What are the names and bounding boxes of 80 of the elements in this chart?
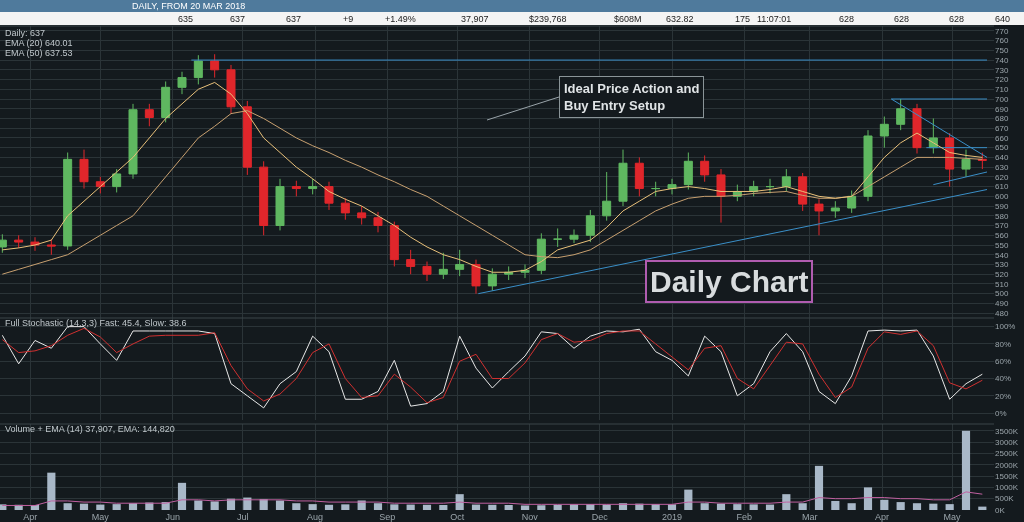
y-tick-label: 730	[995, 65, 1009, 75]
x-tick-label: Feb	[736, 512, 753, 522]
y-tick-label: 2000K	[995, 460, 1019, 470]
annotation: EMA (20) 640.01	[5, 38, 73, 48]
y-tick-label: 750	[995, 46, 1009, 56]
x-tick-label: Dec	[591, 512, 609, 522]
y-tick-label: 500K	[995, 494, 1015, 504]
y-tick-label: 760	[995, 36, 1009, 46]
text: 11:07:01	[757, 14, 792, 24]
text: 635	[178, 14, 194, 24]
y-tick-label: 620	[995, 172, 1009, 182]
x-tick-label: May	[943, 512, 961, 522]
y-tick-label: 590	[995, 201, 1009, 211]
x-tick-label: 2019	[661, 512, 683, 522]
y-tick-label: 570	[995, 221, 1009, 231]
y-tick-label: 610	[995, 182, 1009, 192]
annotation: Ideal Price Action and Buy Entry Setup	[564, 81, 700, 113]
y-tick-label: 600	[995, 192, 1009, 202]
y-tick-label: 670	[995, 124, 1009, 133]
text: +1.49%	[385, 14, 416, 24]
y-tick-label: 100%	[995, 322, 1016, 332]
annotation: Volume + EMA (14) 37,907, EMA: 144,820	[5, 424, 175, 434]
text: 632.82	[666, 14, 694, 24]
x-tick-label: Jun	[165, 512, 180, 522]
text: 175	[735, 14, 751, 24]
y-tick-label: 710	[995, 85, 1009, 95]
annotation: Daily Chart	[650, 265, 809, 298]
y-tick-label: 20%	[995, 391, 1012, 401]
annotation: Daily: 637	[5, 28, 46, 38]
y-tick-label: 1000K	[995, 483, 1019, 493]
y-tick-label: 580	[995, 211, 1009, 221]
y-tick-label: 500	[995, 289, 1009, 299]
text: 637	[230, 14, 246, 24]
x-tick-label: Aug	[306, 512, 324, 522]
y-tick-label: 700	[995, 94, 1009, 104]
y-tick-label: 490	[995, 299, 1009, 309]
x-tick-label: Mar	[801, 512, 818, 522]
y-tick-label: 480	[995, 308, 1009, 318]
y-tick-label: 520	[995, 270, 1009, 279]
annotation: EMA (50) 637.53	[5, 48, 73, 58]
y-tick-label: 1500K	[995, 471, 1019, 481]
x-tick-label: Jul	[236, 512, 249, 522]
text: 628	[949, 14, 965, 24]
y-tick-label: 40%	[995, 374, 1012, 384]
y-tick-label: 510	[995, 279, 1009, 289]
text: 628	[894, 14, 910, 24]
y-tick-label: 740	[995, 55, 1009, 65]
y-tick-label: 770	[995, 26, 1009, 36]
x-tick-label: Apr	[23, 512, 38, 522]
text: +9	[343, 14, 354, 24]
text: $239,768	[529, 14, 567, 24]
y-tick-label: 530	[995, 260, 1009, 270]
y-tick-label: 650	[995, 143, 1009, 153]
y-tick-label: 0K	[995, 505, 1006, 515]
y-tick-label: 680	[995, 114, 1009, 124]
x-tick-label: Apr	[874, 512, 890, 522]
text: 628	[839, 14, 855, 24]
y-tick-label: 540	[995, 250, 1009, 260]
text: 37,907	[461, 14, 489, 24]
x-tick-label: May	[91, 512, 110, 522]
text: 637	[286, 14, 302, 24]
chart-title: DAILY, FROM 20 MAR 2018	[132, 1, 246, 11]
y-tick-label: 660	[995, 133, 1009, 143]
y-tick-label: 80%	[995, 339, 1012, 349]
x-tick-label: Oct	[450, 512, 465, 522]
text: $608M	[614, 14, 642, 24]
y-tick-label: 2500K	[995, 449, 1019, 459]
y-tick-label: 630	[995, 162, 1009, 172]
y-tick-label: 560	[995, 231, 1009, 241]
y-tick-label: 3500K	[995, 426, 1019, 436]
y-tick-label: 60%	[995, 357, 1012, 367]
y-tick-label: 550	[995, 240, 1009, 250]
annotation: Full Stochastic (14,3,3) Fast: 45.4, Slow: 38.6	[5, 318, 187, 328]
y-tick-label: 690	[995, 104, 1009, 114]
y-tick-label: 3000K	[995, 437, 1019, 447]
y-tick-label: 0%	[995, 408, 1007, 418]
x-tick-label: Sep	[379, 512, 396, 522]
y-tick-label: 640	[995, 153, 1009, 163]
y-tick-label: 720	[995, 75, 1009, 85]
x-tick-label: Nov	[521, 512, 539, 522]
